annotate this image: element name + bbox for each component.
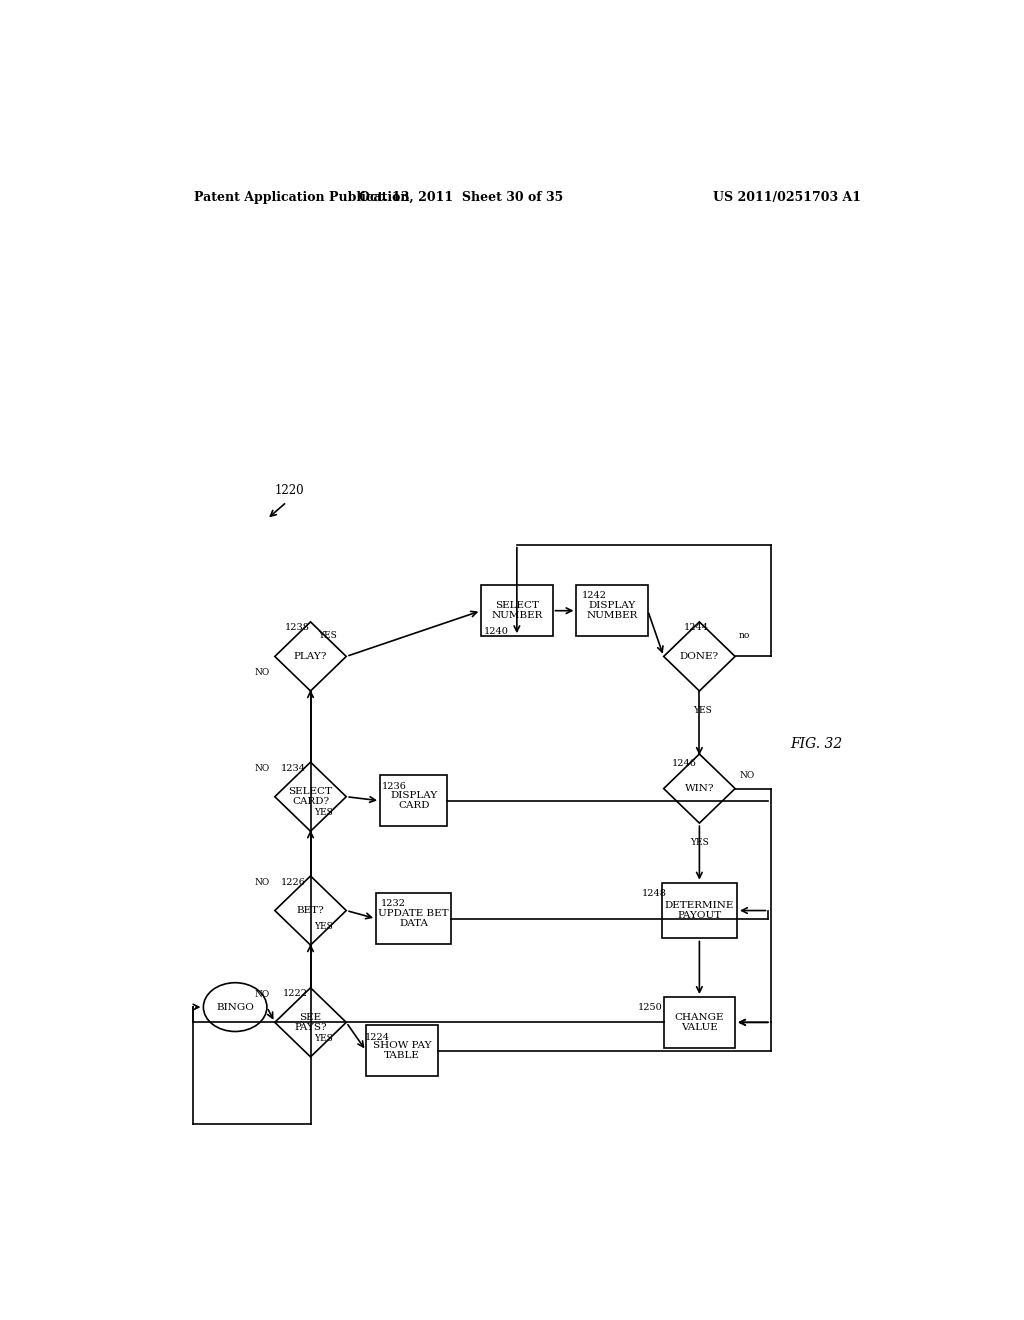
Text: UPDATE BET
DATA: UPDATE BET DATA	[379, 909, 449, 928]
Text: 1222: 1222	[283, 990, 308, 998]
Text: SELECT
NUMBER: SELECT NUMBER	[492, 601, 543, 620]
Text: WIN?: WIN?	[685, 784, 714, 793]
Text: 1234: 1234	[281, 764, 305, 772]
Text: US 2011/0251703 A1: US 2011/0251703 A1	[713, 190, 861, 203]
Text: 1220: 1220	[274, 484, 304, 496]
Text: 1240: 1240	[483, 627, 508, 635]
Text: 1244: 1244	[684, 623, 709, 632]
Text: Patent Application Publication: Patent Application Publication	[194, 190, 410, 203]
Text: PLAY?: PLAY?	[294, 652, 328, 661]
Text: NO: NO	[255, 764, 270, 774]
Text: NO: NO	[739, 771, 755, 780]
Text: DISPLAY
NUMBER: DISPLAY NUMBER	[587, 601, 638, 620]
Text: YES: YES	[314, 921, 333, 931]
Text: NO: NO	[255, 990, 270, 999]
Text: DETERMINE
PAYOUT: DETERMINE PAYOUT	[665, 900, 734, 920]
Text: YES: YES	[314, 1034, 333, 1043]
Text: 1248: 1248	[642, 888, 667, 898]
Text: 1236: 1236	[382, 781, 407, 791]
Text: 1232: 1232	[380, 899, 406, 908]
Text: DONE?: DONE?	[680, 652, 719, 661]
Text: YES: YES	[690, 838, 709, 847]
Text: 1246: 1246	[672, 759, 696, 768]
Text: 1238: 1238	[285, 623, 310, 632]
Text: BINGO: BINGO	[216, 1003, 254, 1011]
Text: 1250: 1250	[638, 1003, 663, 1011]
Text: BET?: BET?	[297, 906, 325, 915]
Text: NO: NO	[255, 668, 270, 677]
Text: FIG. 32: FIG. 32	[791, 737, 843, 751]
Text: 1224: 1224	[365, 1034, 389, 1041]
Text: YES: YES	[314, 808, 333, 817]
Text: CHANGE
VALUE: CHANGE VALUE	[675, 1012, 724, 1032]
Text: YES: YES	[318, 631, 337, 640]
Text: SELECT
CARD?: SELECT CARD?	[289, 787, 333, 807]
Text: NO: NO	[255, 878, 270, 887]
Text: no: no	[739, 631, 751, 640]
Text: SEE
PAYS?: SEE PAYS?	[294, 1012, 327, 1032]
Text: 1242: 1242	[582, 591, 607, 601]
Text: SHOW PAY
TABLE: SHOW PAY TABLE	[373, 1041, 431, 1060]
Text: DISPLAY
CARD: DISPLAY CARD	[390, 791, 437, 810]
Text: 1226: 1226	[282, 878, 306, 887]
Text: Oct. 13, 2011  Sheet 30 of 35: Oct. 13, 2011 Sheet 30 of 35	[359, 190, 563, 203]
Text: YES: YES	[693, 706, 712, 715]
